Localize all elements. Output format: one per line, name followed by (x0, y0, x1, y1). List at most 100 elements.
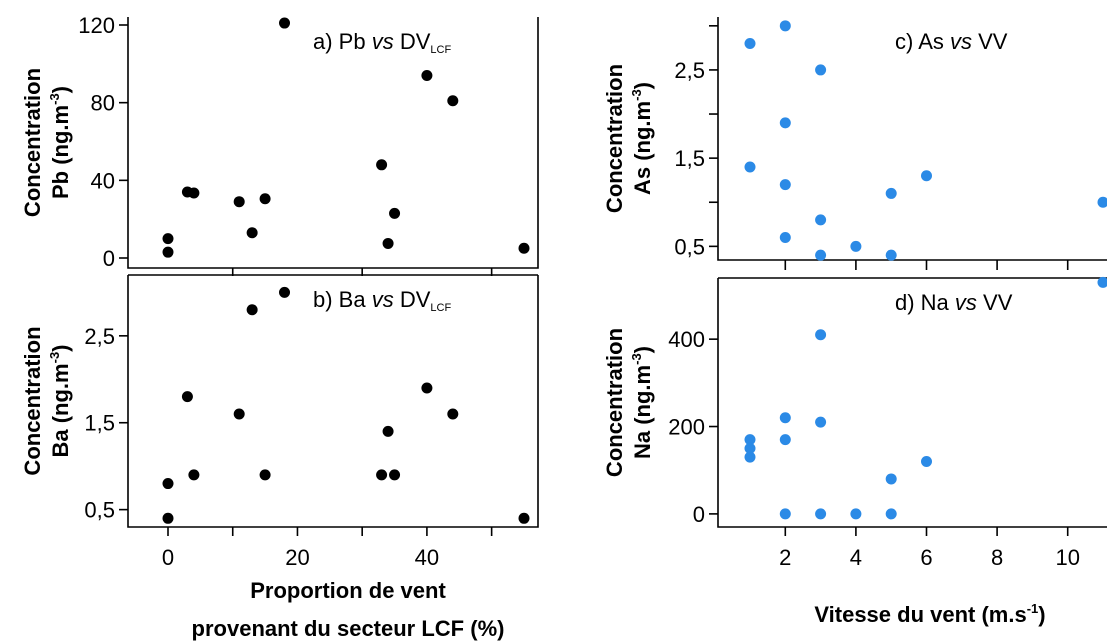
panel-b-ylabel-line1: Concentration (20, 326, 45, 475)
panel-c-point-11 (885, 249, 897, 261)
panel-a-point-8 (376, 159, 388, 171)
panel-c-point-3 (779, 117, 791, 129)
panel-b-point-12 (447, 408, 459, 420)
panel-b-point-6 (259, 469, 271, 481)
panel-b-ytick-label: 2,5 (84, 324, 115, 349)
panel-a-ytick-label: 0 (103, 246, 115, 271)
panel-b-point-13 (518, 512, 530, 524)
panel-d-point-4 (779, 434, 791, 446)
panel-c: 0,5 1,5 2,5 c) As vs VV Concentration As (ng.… (602, 17, 1107, 270)
panel-a-frame (127, 17, 539, 269)
panel-d-ytick-label: 0 (693, 502, 705, 527)
panel-b-xlabel-line2: provenant du secteur LCF (%) (192, 616, 505, 641)
panel-b-point-4 (233, 408, 245, 420)
panel-a-point-1 (162, 246, 174, 258)
panel-a-point-7 (279, 17, 291, 29)
panel-d-point-2 (744, 451, 756, 463)
panel-d-xtick-label: 8 (991, 545, 1003, 570)
panel-c-ytick-label: 1,5 (674, 146, 705, 171)
panel-d-point-0 (744, 434, 756, 446)
panel-b-ytick-label: 1,5 (84, 411, 115, 436)
panel-b: 0,5 1,5 2,5 0 20 40 b) Ba vs DVLCF Concentratio… (20, 274, 539, 641)
panel-a-point-6 (259, 193, 271, 205)
panel-c-point-7 (815, 214, 827, 226)
panel-a-point-12 (447, 95, 459, 107)
panel-a-point-3 (188, 187, 200, 199)
panel-d-xtick-label: 6 (920, 545, 932, 570)
panel-c-point-10 (885, 187, 897, 199)
panel-c-point-5 (779, 232, 791, 244)
panel-b-xtick-label: 20 (285, 545, 309, 570)
panel-a-point-4 (233, 196, 245, 208)
panel-d-ylabel-line1: Concentration (602, 328, 627, 477)
panel-b-point-3 (188, 469, 200, 481)
panel-b-title: b) Ba vs DVLCF (313, 287, 451, 314)
panel-b-point-2 (181, 391, 193, 403)
panel-a: 0 40 80 120 a) Pb vs DVLCF Concentration Pb (n… (20, 13, 539, 276)
panel-c-frame (717, 17, 1107, 261)
panel-b-frame (127, 275, 539, 528)
panel-d-point-3 (779, 412, 791, 424)
panel-b-point-1 (162, 512, 174, 524)
panel-b-point-7 (279, 286, 291, 298)
panel-d-xtick-label: 2 (779, 545, 791, 570)
panel-d-point-13 (1097, 276, 1107, 288)
panel-b-point-10 (389, 469, 401, 481)
panel-a-ylabel-line2: Pb (ng.m-3) (47, 86, 73, 199)
panel-d-point-10 (885, 473, 897, 485)
panel-c-point-1 (744, 161, 756, 173)
panel-b-ytick-label: 0,5 (84, 498, 115, 523)
panel-a-point-9 (382, 237, 394, 249)
panel-b-point-8 (376, 469, 388, 481)
panel-d-ytick-label: 400 (668, 327, 705, 352)
panel-a-point-5 (246, 227, 258, 239)
panel-d-point-9 (850, 508, 862, 520)
panel-c-point-9 (850, 240, 862, 252)
panel-a-point-10 (389, 207, 401, 219)
panel-d-point-6 (815, 329, 827, 341)
panel-d-point-8 (815, 508, 827, 520)
panel-d: 0 200 400 2 4 6 8 10 d) Na vs VV Concentration Na … (602, 276, 1107, 627)
panel-d-xtick-label: 4 (850, 545, 862, 570)
panel-c-ylabel-line2: As (ng.m-3) (629, 82, 655, 195)
panel-b-point-0 (162, 478, 174, 490)
panel-d-ytick-label: 200 (668, 415, 705, 440)
panel-c-ytick-label: 2,5 (674, 58, 705, 83)
panel-d-frame (717, 278, 1107, 528)
panel-c-point-2 (779, 20, 791, 32)
panel-b-point-9 (382, 425, 394, 437)
panel-b-xlabel-line1: Proportion de vent (250, 578, 446, 603)
panel-a-point-13 (518, 242, 530, 254)
panel-c-point-0 (744, 37, 756, 49)
panel-b-point-11 (421, 382, 433, 394)
panel-d-point-12 (921, 455, 932, 467)
panel-d-title: d) Na vs VV (895, 290, 1013, 315)
panel-a-ytick-label: 120 (78, 13, 115, 38)
panel-a-title: a) Pb vs DVLCF (313, 29, 451, 56)
panel-a-ytick-label: 80 (91, 91, 115, 116)
panel-a-point-11 (421, 69, 433, 81)
panel-d-ylabel-line2: Na (ng.m-3) (629, 346, 655, 459)
panel-d-point-5 (779, 508, 791, 520)
panel-c-point-4 (779, 179, 791, 191)
panel-c-point-8 (815, 249, 827, 261)
panel-d-point-11 (885, 508, 897, 520)
panel-d-point-1 (744, 442, 756, 454)
panel-a-point-0 (162, 233, 174, 245)
panel-c-point-6 (815, 64, 827, 76)
panel-b-point-5 (246, 304, 258, 316)
panel-d-xlabel-line1: Vitesse du vent (m.s-1) (814, 601, 1045, 627)
panel-b-xtick-label: 40 (415, 545, 439, 570)
panel-b-ylabel-line2: Ba (ng.m-3) (47, 344, 73, 457)
panel-c-point-12 (921, 170, 932, 182)
panel-a-ytick-label: 40 (91, 168, 115, 193)
panel-d-xtick-label: 10 (1055, 545, 1079, 570)
panel-c-ytick-label: 0,5 (674, 234, 705, 259)
panel-c-ylabel-line1: Concentration (602, 64, 627, 213)
panel-b-xtick-label: 0 (162, 545, 174, 570)
panel-c-point-13 (1097, 196, 1107, 208)
panel-c-title: c) As vs VV (895, 29, 1008, 54)
panel-d-point-7 (815, 416, 827, 428)
panel-a-ylabel-line1: Concentration (20, 68, 45, 217)
